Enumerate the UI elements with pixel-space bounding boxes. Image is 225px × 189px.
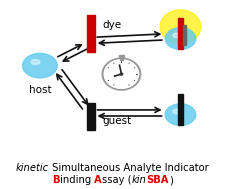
Text: kin: kin bbox=[131, 175, 146, 185]
Ellipse shape bbox=[173, 33, 180, 38]
Text: inding: inding bbox=[60, 175, 94, 185]
Text: Simultaneous Analyte Indicator: Simultaneous Analyte Indicator bbox=[49, 163, 209, 174]
Bar bbox=[119, 55, 124, 57]
Bar bbox=[183, 25, 186, 45]
Text: ): ) bbox=[169, 175, 173, 185]
Ellipse shape bbox=[165, 28, 196, 49]
Text: kinetic: kinetic bbox=[16, 163, 49, 174]
Bar bbox=[178, 94, 183, 125]
Text: guest: guest bbox=[102, 116, 131, 126]
Circle shape bbox=[120, 73, 123, 75]
Bar bbox=[87, 15, 94, 52]
Ellipse shape bbox=[160, 10, 201, 44]
Text: SBA: SBA bbox=[146, 175, 169, 185]
Ellipse shape bbox=[173, 109, 180, 114]
Text: A: A bbox=[94, 175, 102, 185]
Ellipse shape bbox=[165, 104, 196, 125]
Bar bbox=[87, 103, 94, 130]
Ellipse shape bbox=[23, 53, 57, 78]
Text: ssay (: ssay ( bbox=[102, 175, 131, 185]
Bar bbox=[120, 57, 123, 60]
Circle shape bbox=[102, 58, 141, 90]
Ellipse shape bbox=[31, 60, 40, 65]
Circle shape bbox=[104, 60, 139, 88]
Text: dye: dye bbox=[102, 20, 121, 30]
Text: B: B bbox=[52, 175, 60, 185]
Circle shape bbox=[103, 59, 140, 89]
Bar bbox=[178, 18, 183, 49]
Text: host: host bbox=[29, 85, 51, 95]
